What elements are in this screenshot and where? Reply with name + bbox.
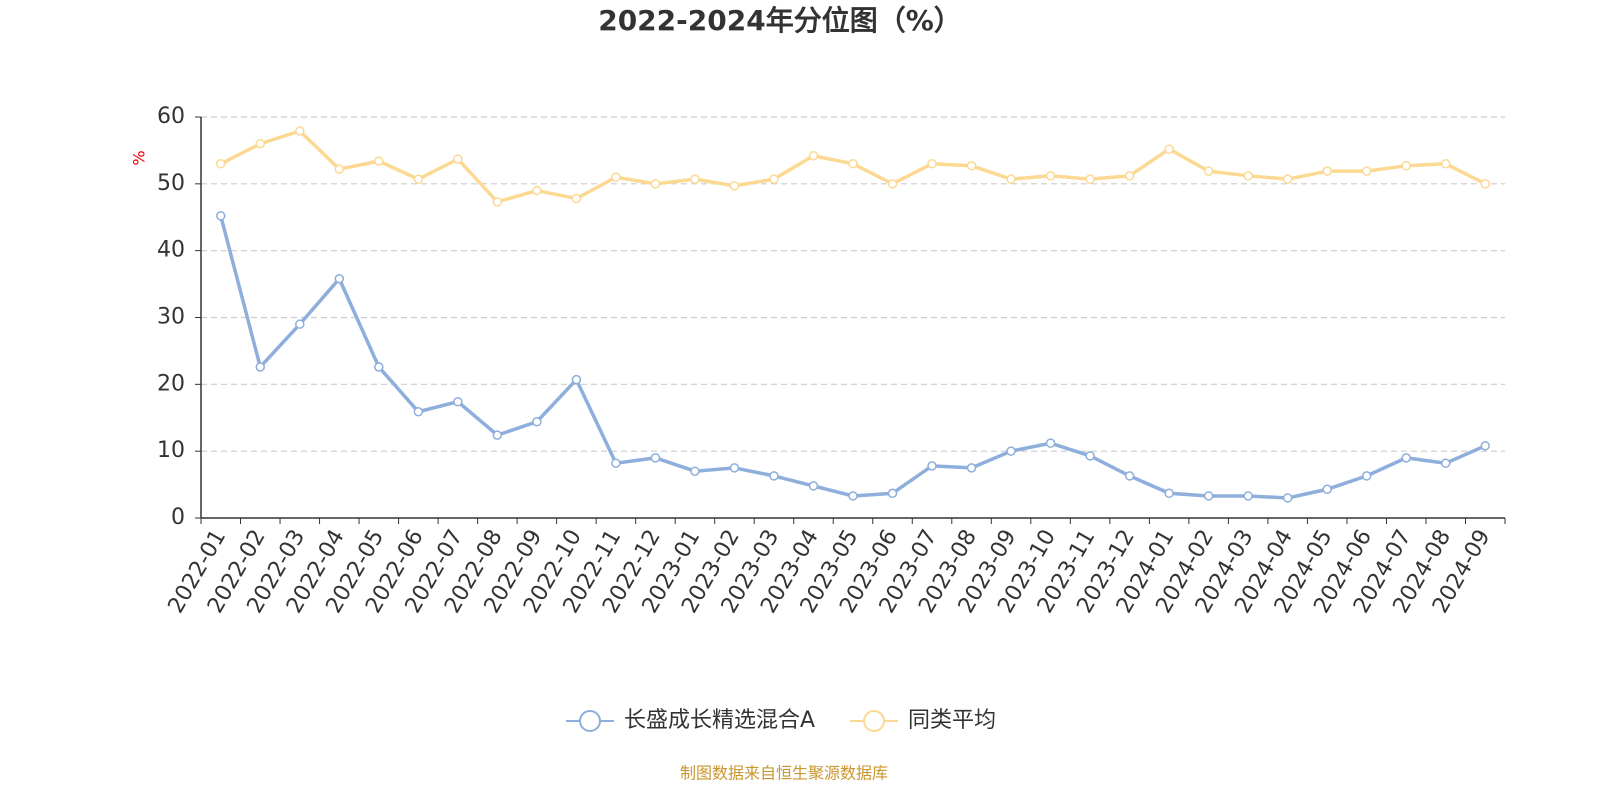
data-point — [1045, 438, 1056, 448]
series-line — [219, 215, 1486, 500]
data-point — [492, 197, 503, 207]
data-point — [769, 174, 779, 184]
data-point — [374, 362, 384, 372]
y-axis-label: % — [130, 150, 149, 165]
data-point — [1440, 458, 1451, 468]
data-point — [1085, 174, 1095, 184]
data-point — [769, 471, 779, 481]
data-point — [1164, 488, 1174, 499]
data-point — [848, 491, 858, 501]
data-point — [1361, 166, 1372, 176]
data-point — [1164, 144, 1174, 154]
data-point — [216, 211, 226, 221]
data-point — [927, 159, 937, 169]
legend-marker — [579, 710, 601, 732]
data-point — [611, 172, 621, 182]
data-point — [887, 179, 898, 189]
data-point — [295, 319, 305, 329]
data-point — [1322, 484, 1332, 495]
y-tick-label: 10 — [157, 438, 185, 463]
data-point — [966, 463, 977, 473]
data-point — [532, 417, 542, 427]
data-point — [492, 430, 503, 440]
data-point — [1203, 166, 1214, 176]
data-point — [295, 126, 305, 136]
data-point — [453, 154, 463, 164]
data-point — [690, 466, 700, 476]
data-point — [611, 458, 621, 468]
data-point — [1006, 174, 1016, 184]
data-point — [1085, 451, 1095, 461]
data-point — [1480, 441, 1490, 451]
data-point — [887, 488, 898, 499]
data-point — [808, 151, 819, 161]
data-point — [413, 174, 424, 184]
data-point — [255, 138, 266, 149]
data-point — [374, 156, 384, 166]
data-point — [729, 463, 740, 473]
data-point — [1124, 171, 1135, 181]
data-point — [532, 185, 542, 196]
data-point — [1243, 491, 1253, 501]
data-point — [334, 273, 345, 284]
data-point — [453, 396, 463, 407]
data-point — [1480, 179, 1490, 189]
data-point — [848, 159, 858, 169]
data-point — [927, 461, 937, 471]
data-point — [808, 481, 819, 491]
data-point — [334, 164, 345, 174]
y-tick-label: 0 — [171, 505, 185, 530]
data-point — [1124, 471, 1135, 481]
data-point — [650, 453, 661, 463]
y-tick-label: 20 — [157, 371, 185, 396]
source-note: 制图数据来自恒生聚源数据库 — [680, 764, 888, 783]
data-point — [1045, 171, 1056, 181]
data-point — [571, 193, 582, 204]
data-point — [690, 174, 700, 184]
legend-label: 长盛成长精选混合A — [624, 708, 815, 733]
data-point — [1322, 166, 1332, 176]
legend-label: 同类平均 — [908, 708, 996, 733]
data-point — [571, 374, 582, 385]
data-point — [1282, 174, 1293, 184]
data-point — [255, 362, 266, 372]
y-tick-label: 40 — [157, 238, 185, 263]
data-point — [1361, 471, 1372, 481]
chart-title: 2022-2024年分位图（%） — [598, 4, 962, 37]
y-tick-label: 30 — [157, 305, 185, 330]
data-point — [1401, 161, 1411, 171]
y-tick-label: 50 — [157, 171, 185, 196]
data-point — [413, 406, 424, 417]
y-tick-label: 60 — [157, 104, 185, 129]
data-point — [1440, 159, 1451, 169]
data-point — [1006, 446, 1016, 456]
data-point — [729, 181, 740, 191]
data-point — [650, 179, 661, 189]
data-point — [216, 159, 226, 169]
data-point — [966, 161, 977, 171]
data-point — [1282, 493, 1293, 503]
data-point — [1203, 491, 1214, 501]
data-point — [1243, 171, 1253, 181]
data-point — [1401, 453, 1411, 463]
legend-marker — [863, 710, 885, 732]
